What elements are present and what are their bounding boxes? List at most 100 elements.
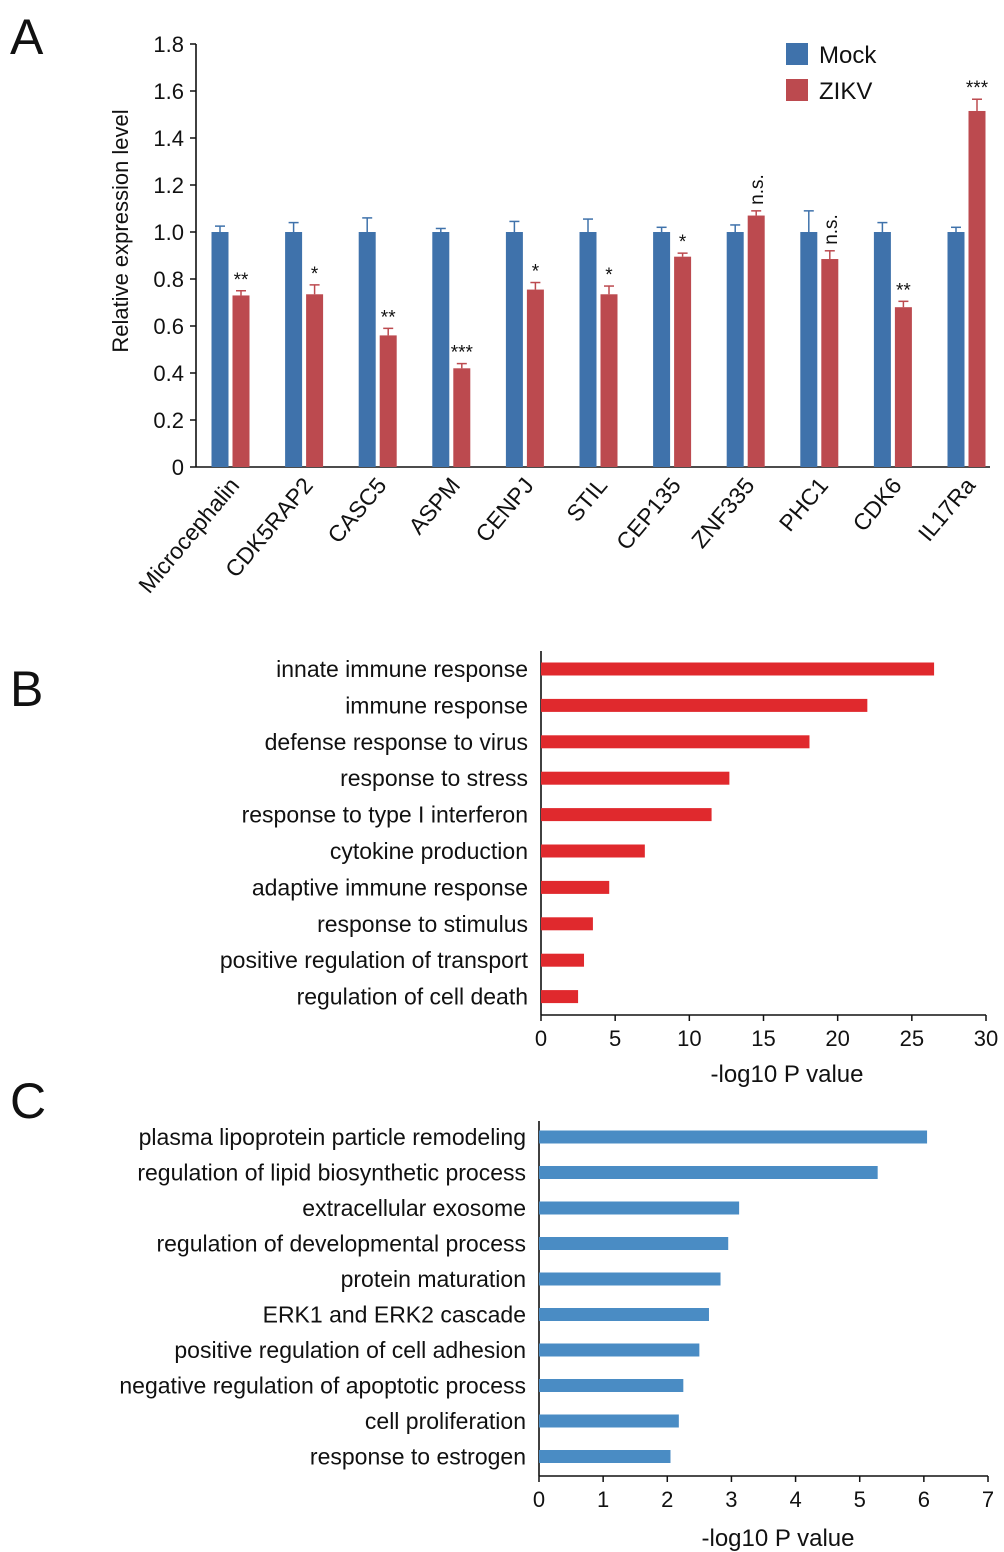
bar-zikv <box>306 294 324 467</box>
panel-c-bar-chart: 0 1 2 3 4 5 6 7 plasma lipoprotein particle remo… <box>119 1121 994 1552</box>
bar-mock <box>800 232 818 467</box>
x-tick-label: 30 <box>974 1026 998 1051</box>
category-label: positive regulation of transport <box>220 947 529 973</box>
y-tick-label: 1.6 <box>153 79 184 104</box>
y-tick-label: 1.2 <box>153 173 184 198</box>
category-label: innate immune response <box>276 656 528 682</box>
bar-zikv <box>747 215 765 467</box>
y-tick-label: 0.4 <box>153 361 184 386</box>
significance-label: n.s. <box>821 214 842 245</box>
bar-mock <box>579 232 597 467</box>
bar <box>541 808 712 822</box>
significance-label: ** <box>234 270 249 291</box>
bar-zikv <box>379 335 397 467</box>
category-label: negative regulation of apoptotic process <box>119 1373 526 1399</box>
bar <box>541 880 610 894</box>
category-label: CENPJ <box>470 473 538 547</box>
x-tick-label: 7 <box>982 1487 994 1512</box>
category-label: regulation of developmental process <box>156 1231 526 1257</box>
category-label: STIL <box>561 472 612 526</box>
bar-zikv <box>600 294 618 467</box>
category-label: immune response <box>345 692 528 718</box>
bar-mock <box>285 232 303 467</box>
x-tick-label: 20 <box>825 1026 849 1051</box>
category-label: response to stress <box>340 765 528 791</box>
y-tick-label: 0.2 <box>153 408 184 433</box>
bar <box>539 1237 729 1250</box>
y-tick-label: 1.0 <box>153 220 184 245</box>
category-label: positive regulation of cell adhesion <box>174 1337 526 1363</box>
panel-b-letter: B <box>10 661 43 717</box>
category-label: extracellular exosome <box>302 1195 526 1221</box>
bar-mock <box>358 232 376 467</box>
significance-label: * <box>679 232 687 253</box>
significance-label: ** <box>896 280 911 301</box>
y-tick-label: 0.6 <box>153 314 184 339</box>
x-tick-label: 0 <box>533 1487 545 1512</box>
category-label: PHC1 <box>774 473 833 537</box>
bar-mock <box>947 232 965 467</box>
category-label: adaptive immune response <box>252 874 528 900</box>
category-label: ERK1 and ERK2 cascade <box>263 1302 526 1328</box>
bar <box>541 735 810 749</box>
x-tick-label: 3 <box>725 1487 737 1512</box>
category-label: cytokine production <box>330 838 528 864</box>
bar <box>541 771 730 785</box>
significance-label: ** <box>381 307 396 328</box>
significance-label: * <box>532 262 540 283</box>
bar <box>541 917 593 931</box>
category-label: CASC5 <box>322 473 391 548</box>
bar <box>539 1343 700 1357</box>
category-label: defense response to virus <box>265 729 528 755</box>
bar <box>539 1272 721 1286</box>
bar <box>541 844 645 858</box>
x-tick-label: 1 <box>597 1487 609 1512</box>
bar-mock <box>653 232 671 467</box>
bar <box>539 1450 671 1463</box>
x-tick-label: 15 <box>751 1026 775 1051</box>
significance-label: *** <box>966 78 989 99</box>
category-label: regulation of lipid biosynthetic process <box>137 1160 526 1186</box>
category-label: response to type I interferon <box>242 802 528 828</box>
bar-zikv <box>968 110 986 467</box>
bar-mock <box>873 232 891 467</box>
legend-swatch <box>786 79 808 101</box>
x-tick-label: 10 <box>677 1026 701 1051</box>
bar <box>541 698 868 712</box>
category-label: Microcephalin <box>133 473 244 598</box>
bar-mock <box>505 232 523 467</box>
bar-zikv <box>453 368 471 467</box>
panel-a-letter: A <box>10 9 44 65</box>
panel-c-letter: C <box>10 1073 46 1129</box>
category-label: plasma lipoprotein particle remodeling <box>139 1124 526 1150</box>
bar <box>539 1414 679 1428</box>
category-label: cell proliferation <box>365 1408 526 1434</box>
panel-b-bar-chart: 0 5 10 15 20 25 30 innate immune response immune… <box>220 651 998 1088</box>
panel-a-bar-chart: 0 0.2 0.4 0.6 0.8 1.0 1.2 1.4 1.6 1.8 Relative exp… <box>108 32 990 598</box>
x-tick-label: 25 <box>900 1026 924 1051</box>
significance-label: * <box>605 265 613 286</box>
category-label: ZNF335 <box>686 473 759 553</box>
x-tick-label: 0 <box>535 1026 547 1051</box>
significance-label: n.s. <box>747 174 768 205</box>
significance-label: *** <box>451 343 474 364</box>
y-tick-label: 1.8 <box>153 32 184 57</box>
bar <box>539 1166 878 1179</box>
category-label: protein maturation <box>341 1266 526 1292</box>
x-tick-label: 5 <box>854 1487 866 1512</box>
bar <box>541 662 935 676</box>
x-tick-label: 6 <box>918 1487 930 1512</box>
significance-label: * <box>311 264 319 285</box>
x-tick-label: 2 <box>661 1487 673 1512</box>
bar <box>539 1130 928 1144</box>
y-tick-label: 1.4 <box>153 126 184 151</box>
x-axis-title: -log10 P value <box>702 1525 855 1552</box>
legend-swatch <box>786 43 808 65</box>
legend-label: ZIKV <box>819 78 872 105</box>
bar <box>539 1201 740 1215</box>
x-axis-title: -log10 P value <box>711 1061 864 1088</box>
category-label: CEP135 <box>611 473 686 555</box>
category-label: regulation of cell death <box>297 984 528 1010</box>
bar <box>541 990 579 1004</box>
bar-zikv <box>894 307 912 467</box>
